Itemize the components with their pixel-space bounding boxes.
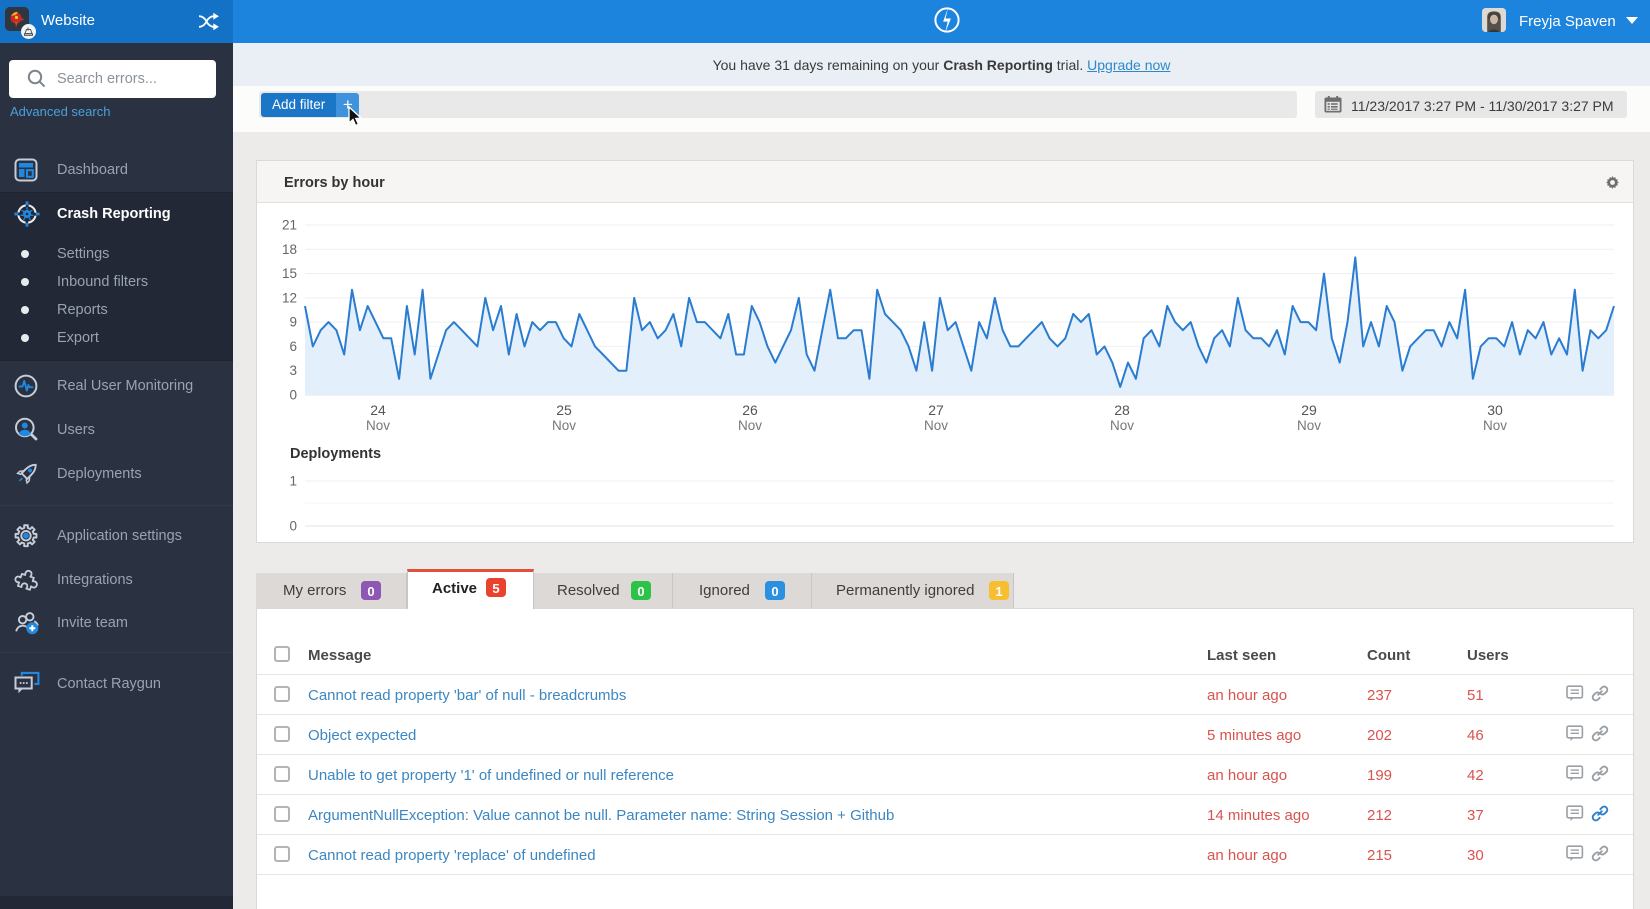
svg-text:26: 26: [742, 402, 758, 418]
svg-text:15: 15: [282, 266, 297, 281]
svg-text:12: 12: [282, 290, 297, 305]
svg-text:21: 21: [282, 218, 297, 233]
svg-text:0: 0: [289, 519, 297, 534]
svg-text:18: 18: [282, 242, 297, 257]
svg-text:3: 3: [289, 363, 297, 378]
svg-text:Nov: Nov: [924, 418, 948, 433]
svg-text:Nov: Nov: [366, 418, 390, 433]
svg-text:Deployments: Deployments: [290, 446, 381, 462]
svg-text:Nov: Nov: [1110, 418, 1134, 433]
svg-text:1: 1: [289, 474, 297, 489]
svg-text:Nov: Nov: [552, 418, 576, 433]
svg-text:6: 6: [289, 339, 297, 354]
svg-text:24: 24: [370, 402, 386, 418]
svg-text:Nov: Nov: [738, 418, 762, 433]
svg-text:0: 0: [289, 388, 297, 403]
svg-text:9: 9: [289, 315, 297, 330]
svg-text:27: 27: [928, 402, 944, 418]
svg-text:30: 30: [1487, 402, 1503, 418]
svg-text:Nov: Nov: [1483, 418, 1507, 433]
svg-text:Nov: Nov: [1297, 418, 1321, 433]
svg-text:29: 29: [1301, 402, 1317, 418]
svg-text:25: 25: [556, 402, 572, 418]
svg-text:28: 28: [1114, 402, 1130, 418]
